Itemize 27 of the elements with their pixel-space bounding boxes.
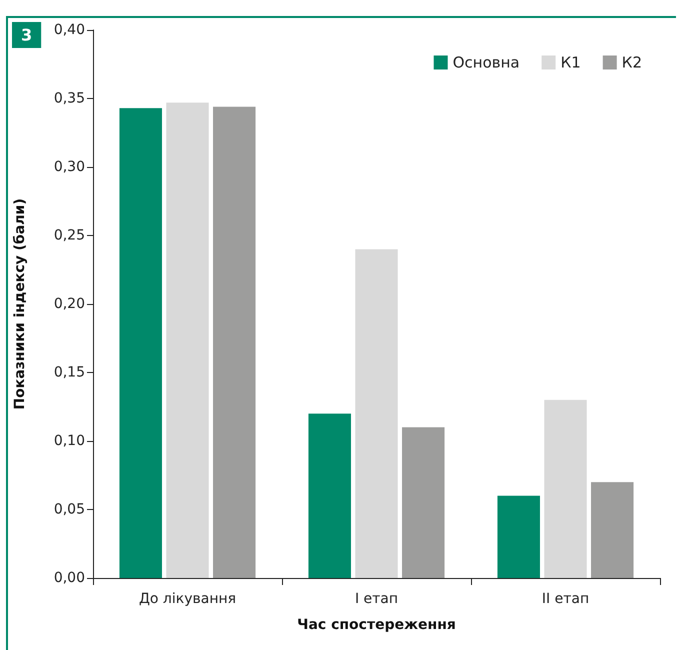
y-tick-label: 0,10 bbox=[54, 433, 85, 449]
y-tick-label: 0,40 bbox=[54, 22, 85, 38]
text: 3 bbox=[21, 26, 32, 44]
y-tick-label: 0,30 bbox=[54, 159, 85, 175]
legend-label: Основна bbox=[452, 54, 520, 72]
bar bbox=[497, 496, 540, 578]
bar bbox=[308, 414, 351, 578]
y-axis-title: Показники індексу (бали) bbox=[12, 198, 28, 410]
y-tick-label: 0,35 bbox=[54, 90, 85, 106]
bar bbox=[213, 106, 256, 578]
y-tick-label: 0,05 bbox=[54, 502, 85, 518]
y-tick-label: 0,20 bbox=[54, 296, 85, 312]
y-tick-label: 0,15 bbox=[54, 364, 85, 380]
legend-label: К2 bbox=[622, 54, 642, 72]
x-tick-label: До лікування bbox=[138, 591, 236, 607]
x-tick-label: II етап bbox=[542, 591, 590, 607]
bar bbox=[119, 108, 162, 578]
bar bbox=[355, 249, 398, 578]
y-tick-label: 0,25 bbox=[54, 228, 85, 244]
x-tick-label: I етап bbox=[354, 591, 398, 607]
x-axis-title: Час спостереження bbox=[297, 617, 456, 633]
bar bbox=[591, 482, 634, 578]
bar bbox=[166, 102, 209, 578]
legend-label: К1 bbox=[560, 54, 581, 72]
bar bbox=[402, 427, 445, 578]
bar bbox=[544, 400, 587, 578]
y-tick-label: 0,00 bbox=[54, 570, 85, 586]
